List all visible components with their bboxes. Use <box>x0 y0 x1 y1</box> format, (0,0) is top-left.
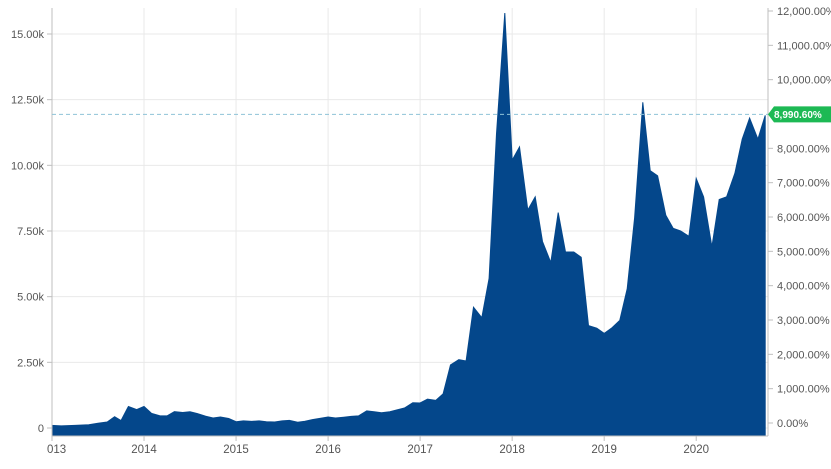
right-tick-label: 3,000.00% <box>777 315 830 327</box>
right-tick-label: 2,000.00% <box>777 349 830 361</box>
x-axis-ticks: 013 2014 2015 2016 2017 2018 2019 2020 <box>47 436 709 456</box>
left-tick-label: 0 <box>38 423 44 435</box>
right-axis-ticks: 0.00% 1,000.00% 2,000.00% 3,000.00% 4,000.00… <box>768 6 831 430</box>
left-tick-label: 2.50k <box>17 357 44 369</box>
x-tick-label: 2014 <box>131 444 157 456</box>
right-tick-label: 5,000.00% <box>777 246 830 258</box>
current-value-badge <box>768 106 831 123</box>
right-tick-label: 4,000.00% <box>777 281 830 293</box>
series-layer <box>51 12 766 437</box>
right-tick-label: 0.00% <box>777 418 808 430</box>
left-tick-label: 12.50k <box>11 95 45 107</box>
current-value-label: 8,990.60% <box>774 110 822 121</box>
x-tick-label: 013 <box>47 444 66 456</box>
left-tick-label: 10.00k <box>11 160 45 172</box>
current-value-marker: 8,990.60% <box>52 106 831 123</box>
x-tick-label: 2019 <box>591 444 617 456</box>
right-tick-label: 12,000.00% <box>777 6 831 18</box>
series-area <box>51 12 766 437</box>
x-tick-label: 2017 <box>407 444 433 456</box>
x-tick-label: 2016 <box>315 444 341 456</box>
right-tick-label: 1,000.00% <box>777 384 830 396</box>
right-tick-label: 8,000.00% <box>777 143 830 155</box>
right-tick-label: 7,000.00% <box>777 178 830 190</box>
left-tick-label: 15.00k <box>11 29 45 41</box>
right-tick-label: 6,000.00% <box>777 212 830 224</box>
right-tick-label: 11,000.00% <box>777 40 831 52</box>
left-axis-ticks: 0 2.50k 5.00k 7.50k 10.00k 12.50k 15.00k <box>11 29 52 435</box>
left-tick-label: 5.00k <box>17 292 44 304</box>
x-tick-label: 2015 <box>223 444 249 456</box>
left-tick-label: 7.50k <box>17 226 44 238</box>
right-tick-label: 10,000.00% <box>777 75 831 87</box>
x-tick-label: 2020 <box>683 444 709 456</box>
x-tick-label: 2018 <box>499 444 525 456</box>
